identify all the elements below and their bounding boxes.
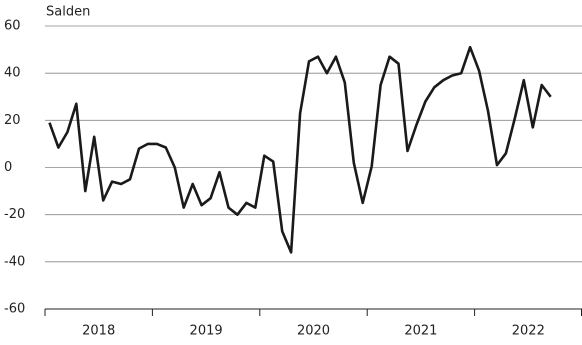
x-tick-label: 2019 — [190, 324, 223, 339]
y-tick-label: 20 — [4, 113, 21, 128]
x-tick-label: 2022 — [512, 324, 545, 339]
x-tick-label: 2020 — [297, 324, 330, 339]
y-tick-label: 0 — [4, 160, 12, 175]
x-tick-label: 2018 — [82, 324, 115, 339]
y-tick-label: -20 — [4, 207, 25, 222]
y-tick-label: 40 — [4, 66, 21, 81]
y-tick-label: -40 — [4, 254, 25, 269]
y-tick-label: -60 — [4, 302, 25, 317]
y-tick-label: 60 — [4, 19, 21, 34]
y-axis-label: Salden — [46, 5, 90, 20]
x-tick-label: 2021 — [404, 324, 437, 339]
data-line — [48, 45, 552, 254]
